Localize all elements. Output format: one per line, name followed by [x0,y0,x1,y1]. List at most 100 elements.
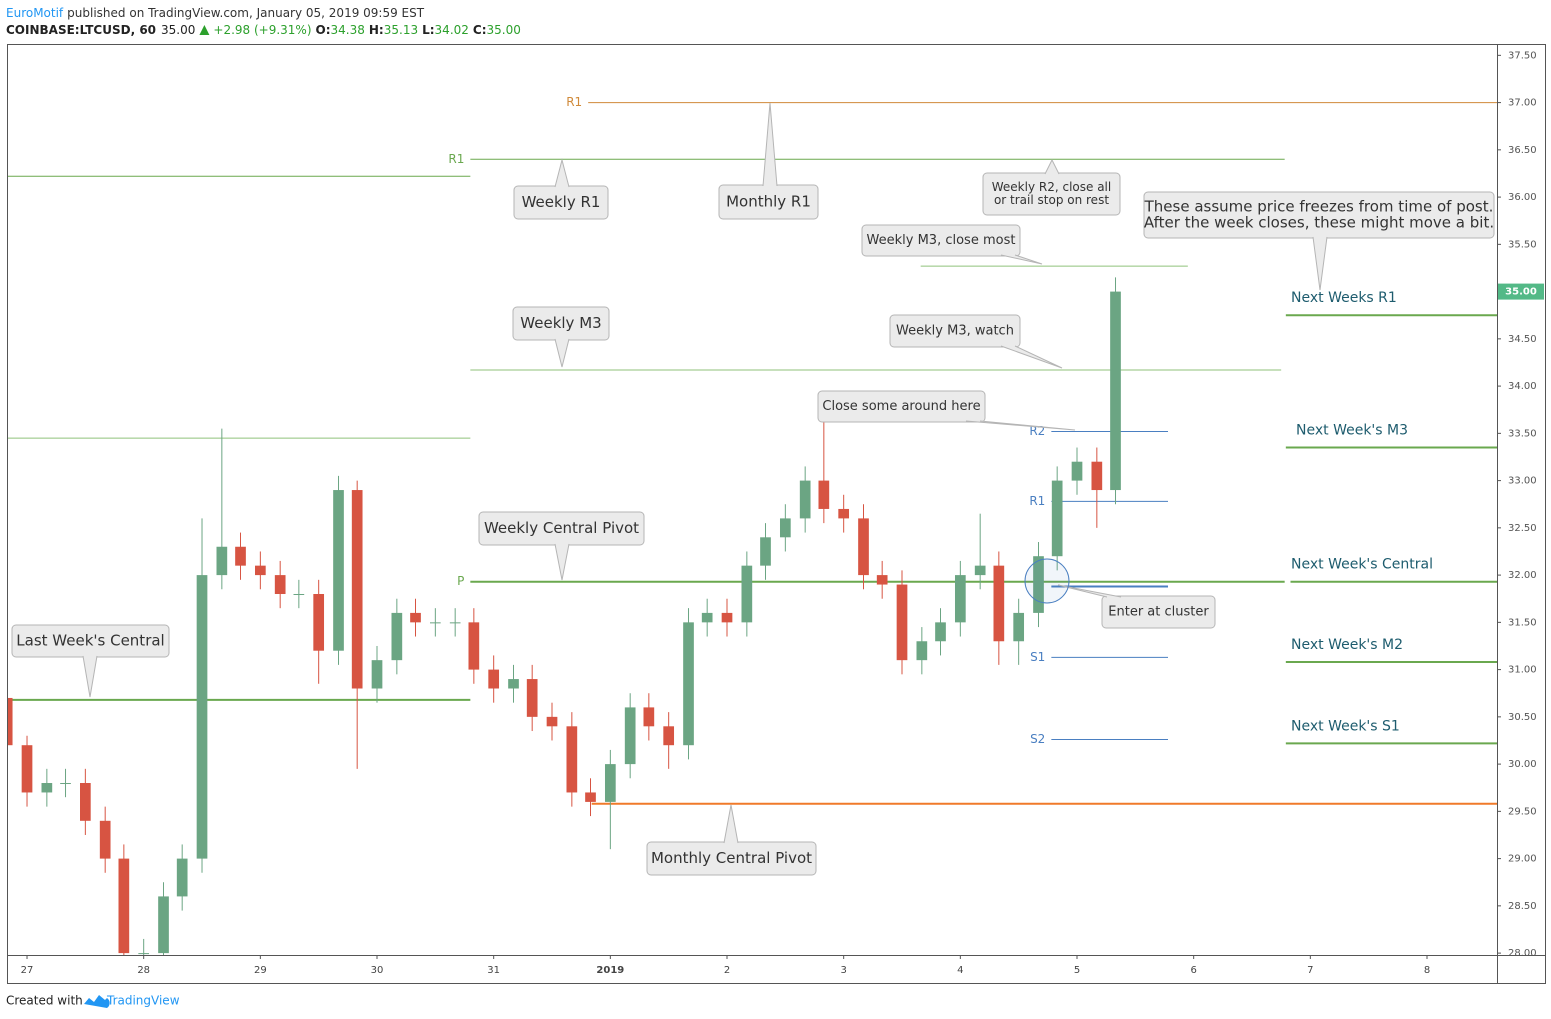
y-tick-label: 29.00 [1508,854,1537,865]
callout-tail [554,543,570,581]
overlay: Weekly R1 Monthly R1 Weekly R2, close allo… [11,102,1495,876]
x-tick-label: 8 [1424,965,1430,976]
x-tick-label: 5 [1074,965,1080,976]
x-tick-label: 6 [1190,965,1196,976]
candle-body [60,783,71,785]
candle-body [876,575,888,585]
candle-body [858,518,869,576]
callout-text: Weekly M3, watch [896,324,1014,339]
callout-tail [1312,236,1328,291]
candle-body [1110,291,1121,491]
candle-body [8,697,13,746]
candle-body [741,565,753,623]
candle-body [526,679,538,717]
y-tick-label: 37.50 [1508,50,1537,61]
y-tick-label: 36.00 [1508,192,1537,203]
callout-tail [1044,158,1060,175]
level-label: R1 [448,152,464,166]
callout-text: Weekly Central Pivot [484,519,639,537]
ohlc-key: C: [473,23,487,37]
candle-body [546,716,558,727]
candle-body [351,490,363,689]
callout-tail [1000,254,1043,265]
level-note: Next Week's S1 [1291,718,1400,734]
x-tick-label: 2019 [596,965,624,976]
candle-body [21,745,33,793]
y-tick-label: 36.50 [1508,145,1537,156]
candle-body [1033,556,1044,613]
candle-body [176,858,188,897]
candle-body [954,575,966,623]
candle-body [429,622,441,624]
callout-tail [82,655,98,698]
ohlc-key: L: [422,23,434,37]
candle-body [604,764,616,802]
callout-text: or trail stop on rest [994,193,1109,207]
callout-text: Weekly R1 [522,193,601,211]
candle-body [916,641,928,661]
callout-text: After the week closes, these might move … [1144,214,1494,232]
y-tick-label: 31.00 [1508,665,1537,676]
candle-body [196,575,208,859]
candle-body [235,546,246,566]
y-tick-label: 28.50 [1508,901,1537,912]
ohlc-key: H: [369,23,384,37]
tradingview-logo [84,995,110,1008]
candle-body [624,707,636,765]
candle-body [779,518,791,538]
candle-body [721,612,733,623]
callout-tail [554,158,570,188]
header: EuroMotif published on TradingView.com, J… [6,6,521,37]
candle-body [585,792,596,802]
candle-body [333,490,344,651]
candle-body [566,726,578,793]
last-price-tag [1498,283,1544,300]
ohlc-value: 34.38 [331,23,365,37]
y-tick-label: 37.00 [1508,98,1537,109]
level-note: Next Weeks R1 [1291,290,1397,306]
level-label: R1 [566,95,582,109]
y-tick-label: 34.00 [1508,381,1537,392]
callout-tail [554,338,570,368]
candle-body [508,679,519,689]
candle-body [118,858,130,954]
footer-brand: TradingView [106,994,180,1008]
x-tick-label: 3 [840,965,846,976]
y-tick-label: 30.50 [1508,712,1537,723]
candle-body [799,480,811,519]
callout-box [889,314,1021,348]
callout-box [861,224,1021,257]
y-tick-label: 33.00 [1508,476,1537,487]
callout-text: Weekly R2, close all [992,180,1111,194]
candle-body [158,896,169,954]
candle-body [99,820,111,859]
candle-body [138,953,150,955]
callout-text: Close some around here [822,399,980,414]
level-note: Next Week's M2 [1291,637,1403,653]
callout-tail [723,804,739,844]
y-tick-label: 33.50 [1508,428,1537,439]
x-tick-label: 28 [137,965,150,976]
last-price-label: 35.00 [1505,287,1537,298]
ohlc-value: 35.00 [487,23,521,37]
symbol: COINBASE:LTCUSD, 60 [6,23,156,37]
candle-body [760,537,771,566]
callout-text: Last Week's Central [16,632,164,650]
callout-tail [762,102,778,187]
y-tick-label: 32.50 [1508,523,1537,534]
y-tick-label: 29.50 [1508,806,1537,817]
callout-box [817,390,986,423]
candle-body [683,622,694,746]
y-tick-label: 31.50 [1508,617,1537,628]
candle-body [391,612,403,661]
callout-text: Weekly M3 [520,314,601,332]
change: +2.98 (+9.31%) [213,23,311,37]
callout-text: Weekly M3, close most [867,233,1016,248]
x-tick-label: 29 [254,965,267,976]
callout-box [1101,595,1216,629]
x-tick-label: 7 [1307,965,1313,976]
last: 35.00 [161,23,195,37]
y-tick-label: 28.00 [1508,948,1537,959]
